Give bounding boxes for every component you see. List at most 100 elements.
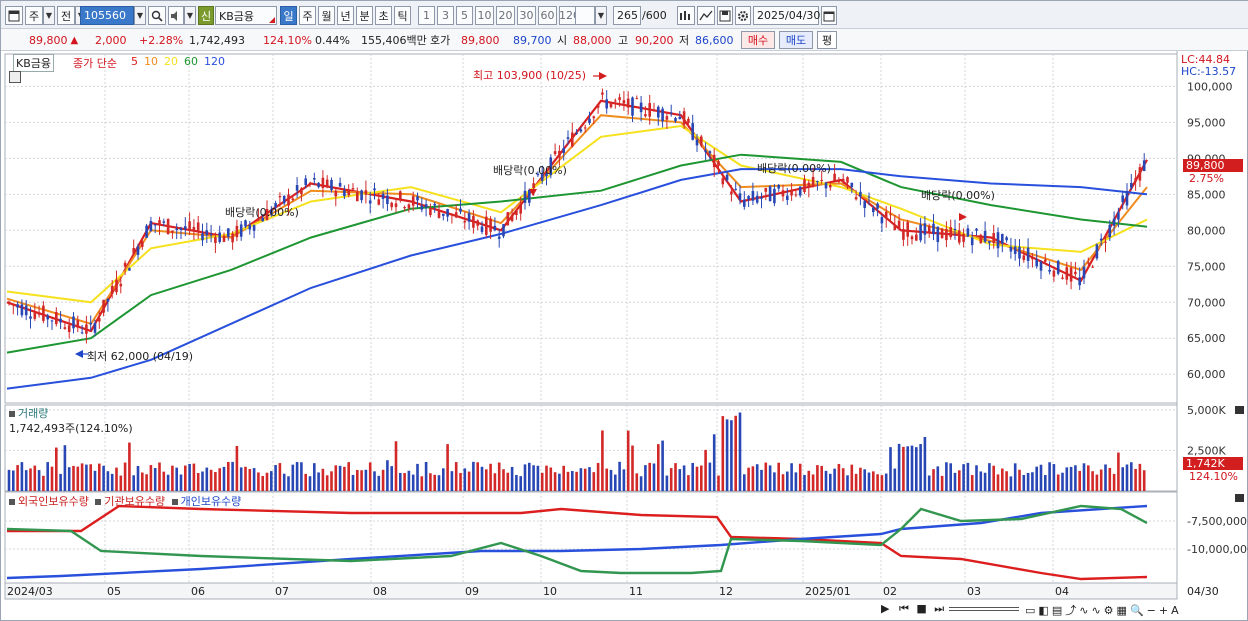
- interval-button-20[interactable]: 20: [496, 6, 515, 25]
- chart-area[interactable]: 2024/03 05 06 07 08 09 10 11 12 2025/01 02 03 04 04/3…: [1, 51, 1248, 621]
- y-tick-label: 60,000: [1187, 368, 1226, 381]
- range-select[interactable]: 전: [57, 6, 75, 25]
- code-dropdown-icon[interactable]: ▼: [134, 6, 146, 25]
- x-axis-label: 05: [107, 585, 121, 598]
- legend-ma-120: 120: [204, 55, 225, 68]
- zoom-slider[interactable]: [949, 607, 1019, 611]
- zoom-out-icon[interactable]: −: [1146, 604, 1159, 617]
- date-input[interactable]: 2025/04/30: [753, 6, 820, 25]
- volume-bar: [996, 474, 1000, 491]
- window-menu-icon[interactable]: [5, 6, 23, 25]
- volume-bar: [24, 470, 28, 491]
- scroll-last-icon[interactable]: ⏭: [934, 602, 945, 615]
- interval-button-5[interactable]: 5: [456, 6, 473, 25]
- candle-body: [128, 268, 131, 271]
- tool-icon[interactable]: ▤: [1051, 604, 1066, 617]
- volume-bar: [562, 465, 565, 491]
- zoom-icon[interactable]: 🔍: [1129, 604, 1147, 617]
- interval-dropdown-icon[interactable]: ▼: [595, 6, 607, 25]
- volume-bar: [949, 463, 952, 491]
- draw-tool-icon[interactable]: [697, 6, 715, 25]
- sell-button[interactable]: 매도: [779, 31, 813, 49]
- volume-bar: [992, 465, 995, 491]
- volume-bar: [859, 467, 862, 491]
- search-icon[interactable]: [148, 6, 166, 25]
- period-button-4[interactable]: 년: [337, 6, 354, 25]
- candle-body: [1005, 237, 1008, 241]
- stop-icon[interactable]: ■: [916, 602, 927, 615]
- speaker-icon[interactable]: [168, 6, 184, 25]
- mode-select[interactable]: 주: [25, 6, 43, 25]
- candle-body: [863, 201, 866, 208]
- tool-icon[interactable]: ▦: [1116, 604, 1130, 617]
- candle-body: [467, 213, 471, 222]
- x-axis-label: 10: [543, 585, 557, 598]
- candle-body: [123, 262, 127, 267]
- pane-close-icon[interactable]: [1235, 494, 1244, 502]
- candle-body: [110, 285, 114, 294]
- mode-dropdown-icon[interactable]: ▼: [43, 6, 55, 25]
- interval-button-1[interactable]: 1: [418, 6, 435, 25]
- scroll-first-icon[interactable]: ⏮: [898, 602, 909, 615]
- period-button-7[interactable]: 틱: [394, 6, 411, 25]
- period-button-1[interactable]: 일: [280, 6, 297, 25]
- candle-body: [635, 98, 639, 100]
- candle-body: [295, 185, 299, 191]
- x-axis-label: 08: [373, 585, 387, 598]
- volume-bar: [218, 468, 221, 491]
- settings-gear-icon[interactable]: [735, 6, 751, 25]
- count-input[interactable]: 265: [613, 6, 641, 25]
- tool-icon[interactable]: ∿: [1091, 604, 1104, 617]
- period-button-6[interactable]: 초: [375, 6, 392, 25]
- volume-bar: [553, 472, 557, 491]
- ma-line-60: [6, 153, 1148, 354]
- calendar-icon[interactable]: [821, 6, 837, 25]
- tool-icon[interactable]: ⚙: [1103, 604, 1117, 617]
- candle-body: [1130, 182, 1133, 188]
- zoom-in-icon[interactable]: +: [1158, 604, 1172, 617]
- candle-body: [1009, 246, 1013, 252]
- legend-stock-name[interactable]: KB금융: [13, 54, 54, 72]
- candle-body: [549, 157, 553, 176]
- volume-bar: [962, 464, 965, 491]
- font-icon[interactable]: A: [1171, 604, 1182, 617]
- interval-button-120[interactable]: 120: [559, 6, 580, 25]
- candle-body: [356, 192, 359, 202]
- chart-canvas[interactable]: 2024/03 05 06 07 08 09 10 11 12 2025/01 02 03 04 04/3…: [1, 51, 1248, 621]
- interval-button-10[interactable]: 10: [475, 6, 494, 25]
- evaluation-button[interactable]: 평: [817, 31, 837, 49]
- candle-body: [816, 181, 819, 183]
- open-price: 88,000: [573, 33, 612, 47]
- interval-button-60[interactable]: 60: [538, 6, 557, 25]
- tool-icon[interactable]: ◧: [1038, 604, 1052, 617]
- candle-body: [261, 217, 264, 222]
- speaker-dropdown-icon[interactable]: ▼: [184, 6, 196, 25]
- stock-name-field[interactable]: KB금융: [215, 6, 277, 25]
- stock-code-input[interactable]: 105560: [80, 6, 134, 25]
- interval-custom-field[interactable]: [575, 6, 595, 25]
- volume-bar: [833, 468, 836, 491]
- tool-icon[interactable]: ⤴: [1065, 604, 1080, 617]
- chart-tool-icon[interactable]: [677, 6, 695, 25]
- volume-bar: [850, 464, 854, 491]
- tool-icon[interactable]: ▭: [1025, 604, 1039, 617]
- candle-body: [239, 224, 243, 237]
- interval-button-3[interactable]: 3: [437, 6, 454, 25]
- scroll-right-icon[interactable]: ▶: [881, 602, 890, 615]
- save-icon[interactable]: [717, 6, 733, 25]
- period-button-3[interactable]: 월: [318, 6, 335, 25]
- table-icon[interactable]: [9, 71, 21, 83]
- buy-button[interactable]: 매수: [741, 31, 775, 49]
- bid-price: 89,700: [513, 33, 552, 47]
- interval-button-30[interactable]: 30: [517, 6, 536, 25]
- volume-bar: [790, 463, 793, 491]
- volume-bar: [338, 465, 342, 491]
- tool-icon[interactable]: ∿: [1079, 604, 1092, 617]
- x-axis-label: 03: [967, 585, 981, 598]
- period-button-5[interactable]: 분: [356, 6, 373, 25]
- x-axis-label: 04/30: [1187, 585, 1219, 598]
- period-button-2[interactable]: 주: [299, 6, 316, 25]
- pane-close-icon[interactable]: [1235, 406, 1244, 414]
- volume-bar: [807, 470, 811, 491]
